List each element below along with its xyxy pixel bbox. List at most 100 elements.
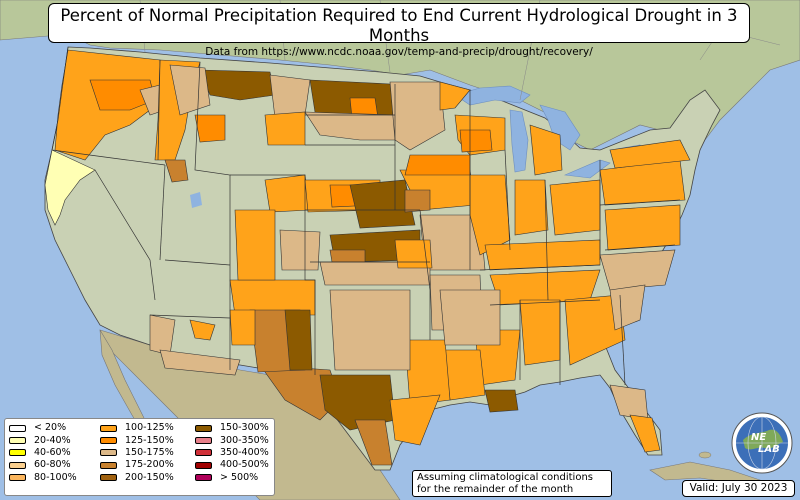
legend-label: 150-175% xyxy=(125,446,174,458)
legend-item: > 500% xyxy=(195,472,269,484)
legend-label: > 500% xyxy=(220,471,259,483)
legend-column-2: 100-125% 125-150% 150-175% 175-200% 200-150% xyxy=(100,422,174,484)
legend-swatch xyxy=(195,461,212,469)
region-indiana xyxy=(514,179,549,236)
legend-swatch xyxy=(100,474,117,482)
note-line-1: Assuming climatological conditions xyxy=(417,472,593,483)
region-georgia xyxy=(564,294,626,366)
region-georgia-tan xyxy=(609,284,646,331)
title-box: Percent of Normal Precipitation Required… xyxy=(48,3,750,58)
region-idaho-brown xyxy=(164,159,189,183)
legend-item: 300-350% xyxy=(195,434,269,446)
region-iowa-dark xyxy=(404,154,471,176)
legend-item: 125-150% xyxy=(100,434,174,446)
region-kansas-175 xyxy=(329,249,366,263)
legend-label: 125-150% xyxy=(125,434,174,446)
legend-item: 150-300% xyxy=(195,422,269,434)
note-line-2: for the remainder of the month xyxy=(417,484,574,495)
legend-label: < 20% xyxy=(34,422,67,434)
legend: < 20% 20-40% 40-60% 60-80% 80-100% 100-125% 1… xyxy=(4,418,275,496)
bahamas-land xyxy=(698,451,712,459)
legend-swatch xyxy=(100,449,117,457)
region-nc xyxy=(599,249,676,291)
region-oklahoma-orange xyxy=(394,239,433,269)
region-new-mexico-orange xyxy=(229,309,256,346)
region-colorado-tan xyxy=(279,229,321,271)
legend-item: 350-400% xyxy=(195,447,269,459)
region-wyoming xyxy=(264,111,306,146)
lake-superior xyxy=(454,85,531,106)
region-california-coast xyxy=(44,149,96,226)
region-texas-tan xyxy=(329,289,411,371)
region-oregon-dark xyxy=(89,79,156,111)
great-salt-lake xyxy=(190,192,202,208)
legend-swatch xyxy=(9,437,26,445)
region-arizona-orange xyxy=(189,319,216,341)
region-michigan xyxy=(529,124,563,176)
region-ny xyxy=(609,139,691,169)
legend-swatch xyxy=(195,437,212,445)
legend-item: 40-60% xyxy=(9,447,77,459)
region-kansas-brown xyxy=(349,179,416,229)
region-texas-east xyxy=(404,339,451,406)
region-ne-texas xyxy=(439,289,501,346)
lake-erie xyxy=(563,159,611,179)
legend-item: < 20% xyxy=(9,422,77,434)
globe-logo-icon: NE LAB xyxy=(731,412,793,474)
logo-text-top: NE xyxy=(751,432,766,443)
legend-item: 20-40% xyxy=(9,434,77,446)
legend-label: 400-500% xyxy=(220,459,269,471)
region-missouri-tan xyxy=(404,189,431,213)
region-alabama xyxy=(519,299,561,366)
legend-item: 400-500% xyxy=(195,459,269,471)
drought-regions xyxy=(44,49,691,466)
region-louisiana xyxy=(444,349,486,401)
legend-item: 80-100% xyxy=(9,472,77,484)
region-texas-south xyxy=(354,419,393,466)
region-florida-south xyxy=(629,414,661,453)
logo-text-bottom: LAB xyxy=(758,444,780,455)
region-virginia xyxy=(604,204,681,251)
state-lines xyxy=(51,46,681,386)
map-subtitle: Data from https://www.ncdc.noaa.gov/temp… xyxy=(205,46,593,58)
region-minnesota xyxy=(389,81,446,151)
legend-swatch xyxy=(100,461,117,469)
region-new-mexico-dark xyxy=(284,309,313,371)
legend-swatch xyxy=(9,474,26,482)
region-ohio xyxy=(549,179,601,236)
legend-swatch xyxy=(9,461,26,469)
assumption-note: Assuming climatological conditions for t… xyxy=(412,470,612,497)
lake-huron xyxy=(539,104,581,151)
legend-label: 200-150% xyxy=(125,471,174,483)
legend-swatch xyxy=(100,424,117,432)
region-montana-east xyxy=(269,74,311,119)
region-colorado xyxy=(264,174,311,213)
legend-label: 20-40% xyxy=(34,434,71,446)
legend-label: 350-400% xyxy=(220,446,269,458)
region-wisconsin-dark xyxy=(459,129,493,153)
legend-label: 175-200% xyxy=(125,459,174,471)
legend-column-3: 150-300% 300-350% 350-400% 400-500% > 500% xyxy=(195,422,269,484)
legend-swatch xyxy=(100,437,117,445)
region-minnesota-orange xyxy=(439,81,471,111)
valid-date: Valid: July 30 2023 xyxy=(682,480,795,497)
region-louisiana-brown xyxy=(484,389,519,413)
legend-label: 300-350% xyxy=(220,434,269,446)
legend-label: 150-300% xyxy=(220,422,269,434)
legend-swatch xyxy=(195,474,212,482)
region-montana-tan xyxy=(169,64,211,116)
legend-label: 80-100% xyxy=(34,471,77,483)
region-montana-north xyxy=(199,69,276,101)
region-texas-coast xyxy=(389,394,441,446)
legend-item: 150-175% xyxy=(100,447,174,459)
legend-column-1: < 20% 20-40% 40-60% 60-80% 80-100% xyxy=(9,422,77,484)
legend-label: 100-125% xyxy=(125,422,174,434)
legend-item: 60-80% xyxy=(9,459,77,471)
legend-label: 40-60% xyxy=(34,446,71,458)
legend-swatch xyxy=(195,449,212,457)
lake-michigan xyxy=(509,109,529,173)
legend-swatch xyxy=(195,424,212,432)
legend-item: 100-125% xyxy=(100,422,174,434)
